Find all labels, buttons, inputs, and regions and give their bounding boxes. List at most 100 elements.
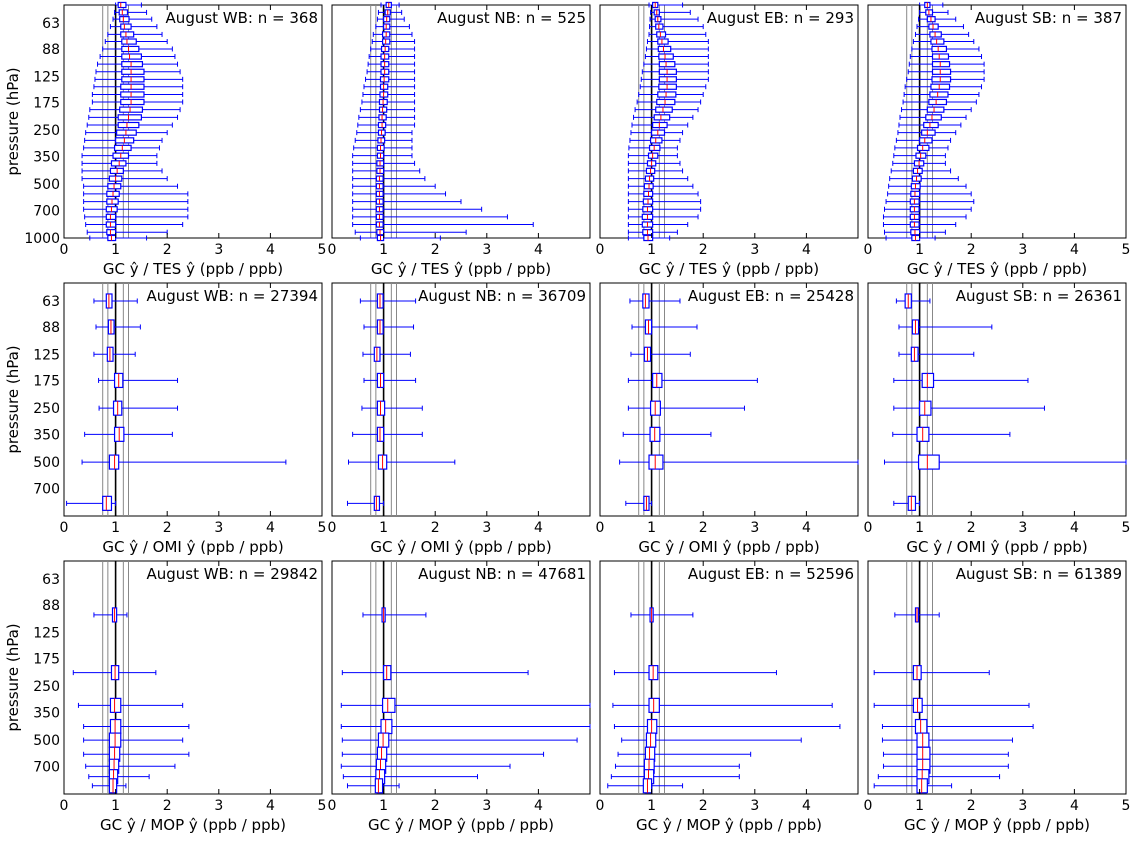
x-tick-label: 1 <box>111 798 120 814</box>
x-tick-label: 3 <box>482 798 491 814</box>
x-axis-label: GC ŷ / TES ŷ (ppb / ppb) <box>103 260 283 278</box>
box <box>377 732 390 748</box>
x-tick-label: 4 <box>1070 242 1079 258</box>
box <box>929 31 942 38</box>
y-tick-label: 175 <box>33 651 60 667</box>
box <box>649 137 663 144</box>
panel-annotation: August WB: n = 27394 <box>146 287 318 305</box>
x-tick-label: 4 <box>534 242 543 258</box>
y-tick-label: 700 <box>33 203 60 219</box>
x-tick-label: 0 <box>864 798 873 814</box>
x-tick-label: 2 <box>967 242 976 258</box>
box <box>917 454 940 470</box>
box <box>120 98 145 106</box>
box <box>928 23 939 30</box>
plot-frame <box>331 560 591 795</box>
box <box>120 91 145 98</box>
box <box>380 718 393 735</box>
x-tick-label: 0 <box>596 798 605 814</box>
box <box>930 38 945 45</box>
x-tick-label: 0 <box>596 242 605 258</box>
x-tick-label: 4 <box>266 520 275 536</box>
box <box>642 293 650 309</box>
panel-0-1: 0 1 2 3 4 August NB: n = 525 GC ŷ / TES ŷ (ppb… <box>328 1 591 278</box>
x-tick-label: 0 <box>60 798 69 814</box>
panel-2-1: 0 1 2 3 4 August NB: n = 47681 GC ŷ / MOP ŷ (p… <box>328 560 591 834</box>
y-tick-label: 1000 <box>24 231 60 247</box>
x-tick-label: 3 <box>482 520 491 536</box>
y-tick-label: 350 <box>33 705 60 721</box>
box <box>378 114 387 121</box>
x-axis-label: GC ŷ / MOP ŷ (ppb / ppb) <box>636 816 822 834</box>
box <box>106 198 119 205</box>
y-tick-label: 350 <box>33 149 60 165</box>
x-tick-label: 2 <box>699 520 708 536</box>
box <box>916 144 930 152</box>
box <box>930 83 951 90</box>
x-tick-label: 1 <box>379 520 388 536</box>
x-tick-label: 5 <box>318 520 327 536</box>
y-tick-label: 350 <box>33 427 60 443</box>
box <box>116 129 137 136</box>
box <box>383 665 392 681</box>
x-tick-label: 1 <box>111 520 120 536</box>
x-tick-label: 4 <box>802 520 811 536</box>
box <box>121 45 140 53</box>
x-axis-label: GC ŷ / TES ŷ (ppb / ppb) <box>907 260 1087 278</box>
box <box>374 778 384 794</box>
x-tick-label: 5 <box>1122 520 1131 536</box>
box <box>653 114 671 121</box>
plot-frame <box>867 4 1127 239</box>
box <box>117 114 142 121</box>
box <box>925 114 942 121</box>
box <box>105 221 117 228</box>
box <box>923 121 939 129</box>
box <box>109 697 122 713</box>
x-axis-label: GC ŷ / MOP ŷ (ppb / ppb) <box>904 816 1090 834</box>
x-tick-label: 2 <box>967 520 976 536</box>
x-tick-label: 0 <box>60 242 69 258</box>
box <box>102 495 113 511</box>
y-tick-label: 250 <box>33 401 60 417</box>
plot-frame <box>63 282 323 517</box>
x-tick-label: 1 <box>915 520 924 536</box>
x-tick-label: 4 <box>802 242 811 258</box>
box <box>121 68 145 75</box>
x-tick-label: 4 <box>534 520 543 536</box>
panel-0-3: 0 1 2 3 4 5 August SB: n = 387 GC ŷ / TES ŷ (pp… <box>864 1 1130 278</box>
box <box>652 121 668 129</box>
plot-frame <box>331 282 591 517</box>
panel-2-3: 0 1 2 3 4 5 August SB: n = 61389 GC ŷ / MOP ŷ (… <box>864 560 1130 834</box>
box <box>108 454 120 470</box>
x-axis-label: GC ŷ / OMI ŷ (ppb / ppb) <box>370 538 551 556</box>
x-tick-label: 0 <box>596 520 605 536</box>
plot-frame <box>599 560 859 795</box>
x-tick-label: 2 <box>431 242 440 258</box>
x-tick-label: 2 <box>163 520 172 536</box>
x-axis-label: GC ŷ / TES ŷ (ppb / ppb) <box>371 260 551 278</box>
panel-annotation: August SB: n = 61389 <box>956 565 1122 583</box>
y-tick-label: 63 <box>42 294 60 310</box>
x-tick-label: 2 <box>699 798 708 814</box>
panel-2-0: 0 1 2 3 4 5 63 88 125 175 250 350 500 700 August WB: n… <box>33 560 327 834</box>
x-tick-label: 3 <box>1018 798 1027 814</box>
x-tick-label: 0 <box>60 520 69 536</box>
box <box>658 61 676 68</box>
y-tick-label: 250 <box>33 679 60 695</box>
x-tick-label: 5 <box>318 798 327 814</box>
panel-annotation: August EB: n = 25428 <box>688 287 854 305</box>
x-tick-label: 0 <box>864 242 873 258</box>
x-tick-label: 1 <box>111 242 120 258</box>
y-axis-label: pressure (hPa) <box>4 345 22 453</box>
panel-annotation: August NB: n = 47681 <box>418 565 586 583</box>
y-tick-label: 500 <box>33 733 60 749</box>
x-tick-label: 4 <box>1070 798 1079 814</box>
panel-0-2: 0 1 2 3 4 August EB: n = 293 GC ŷ / TES ŷ (ppb… <box>596 1 859 278</box>
box <box>652 372 663 389</box>
x-tick-label: 4 <box>266 798 275 814</box>
box <box>655 23 664 30</box>
box <box>110 160 127 167</box>
box <box>106 229 117 236</box>
box <box>929 91 949 98</box>
